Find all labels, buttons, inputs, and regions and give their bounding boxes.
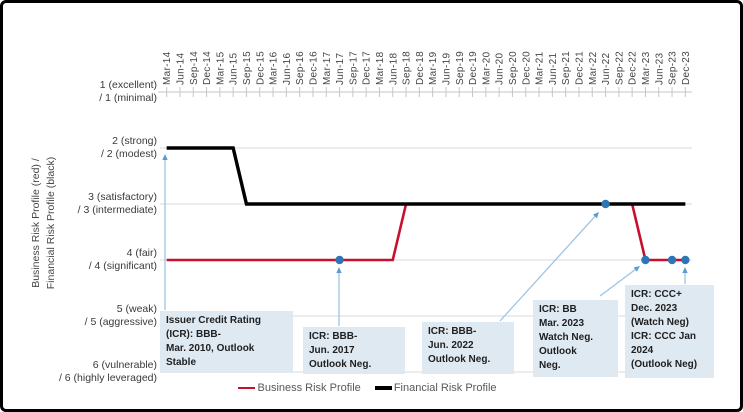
x-tick-label: Dec-23 xyxy=(681,51,692,85)
y-tick-label: 5 (weak) / 5 (aggressive) xyxy=(84,303,157,328)
business-risk-line-swatch xyxy=(238,386,256,390)
x-tick-label: Sep-14 xyxy=(189,51,200,85)
x-tick-label: Dec-18 xyxy=(415,51,426,85)
x-tick-label: Dec-22 xyxy=(628,51,639,85)
x-tick-label: Jun-20 xyxy=(495,52,506,85)
x-tick-label: Sep-17 xyxy=(348,51,359,85)
x-tick-label: Jun-22 xyxy=(601,52,612,85)
x-tick-label: Mar-14 xyxy=(162,51,173,85)
x-tick-label: Mar-16 xyxy=(269,51,280,85)
annotation-arrowhead xyxy=(592,212,599,219)
x-tick-label: Dec-21 xyxy=(574,51,585,85)
x-tick-label: Mar-20 xyxy=(481,51,492,85)
y-tick-label: 2 (strong) / 2 (modest) xyxy=(100,135,157,160)
x-tick-label: Sep-21 xyxy=(561,51,572,85)
x-tick-label: Mar-21 xyxy=(535,51,546,85)
x-tick-label: Jun-21 xyxy=(548,52,559,85)
series-line-financial-risk-profile xyxy=(166,146,686,206)
x-tick-label: Jun-16 xyxy=(282,52,293,85)
x-tick-label: Sep-18 xyxy=(402,51,413,85)
event-marker-dot xyxy=(335,255,344,265)
annotation-arrowhead xyxy=(336,267,342,273)
y-tick-label: 1 (excellent) / 1 (minimal) xyxy=(99,79,157,104)
event-marker-dot xyxy=(641,255,650,265)
y-tick-label: 3 (satisfactory) / 3 (intermediate) xyxy=(77,191,157,216)
x-tick-label: Sep-22 xyxy=(614,51,625,85)
event-marker-dot xyxy=(681,255,690,265)
x-tick-label: Dec-17 xyxy=(362,51,373,85)
annotation-callout: ICR: CCC+ Dec. 2023 (Watch Neg) ICR: CCC… xyxy=(625,285,714,378)
x-tick-label: Dec-16 xyxy=(308,51,319,85)
x-tick-label: Dec-15 xyxy=(255,51,266,85)
x-tick-label: Jun-19 xyxy=(441,52,452,85)
financial-risk-line-swatch xyxy=(374,386,392,390)
annotation-callout: ICR: BB Mar. 2023 Watch Neg. Outlook Neg… xyxy=(533,300,618,377)
series-line-business-risk-profile xyxy=(166,202,686,262)
x-tick-label: Jun-14 xyxy=(175,52,186,85)
x-tick-label: Mar-15 xyxy=(215,51,226,85)
x-tick-label: Sep-16 xyxy=(295,51,306,85)
legend-item-financial-risk: Financial Risk Profile xyxy=(374,382,497,394)
x-tick-label: Dec-19 xyxy=(468,51,479,85)
annotation-arrowhead xyxy=(633,266,640,272)
x-tick-label: Sep-23 xyxy=(668,51,679,85)
legend-label: Business Risk Profile xyxy=(257,382,361,394)
x-tick-label: Jun-17 xyxy=(335,52,346,85)
x-tick-label: Dec-14 xyxy=(202,51,213,85)
legend-label: Financial Risk Profile xyxy=(393,382,497,394)
annotation-callout: ICR: BBB- Jun. 2017 Outlook Neg. xyxy=(303,327,405,374)
x-tick-label: Jun-15 xyxy=(229,52,240,85)
chart-legend: Business Risk Profile Financial Risk Pro… xyxy=(0,379,735,397)
event-marker-dot xyxy=(601,199,610,209)
event-marker-dot xyxy=(667,255,677,265)
x-tick-label: Mar-23 xyxy=(641,51,652,85)
x-tick-label: Jun-18 xyxy=(388,52,399,85)
x-tick-label: Mar-18 xyxy=(375,51,386,85)
annotation-arrow-shaft xyxy=(499,216,596,322)
annotation-callout: ICR: BBB- Jun. 2022 Outlook Neg. xyxy=(422,322,514,374)
x-tick-label: Sep-20 xyxy=(508,51,519,85)
x-tick-label: Sep-15 xyxy=(242,51,253,85)
legend-item-business-risk: Business Risk Profile xyxy=(238,382,361,394)
x-tick-label: Sep-19 xyxy=(455,51,466,85)
annotation-callout: Issuer Credit Rating (ICR): BBB- Mar. 20… xyxy=(160,311,293,373)
annotation-arrowhead xyxy=(682,267,688,273)
x-tick-label: Mar-19 xyxy=(428,51,439,85)
annotation-arrowhead xyxy=(162,154,168,160)
annotation-arrow-shaft xyxy=(599,269,636,297)
y-tick-label: 4 (fair) / 4 (significant) xyxy=(88,247,157,272)
x-tick-label: Mar-17 xyxy=(322,51,333,85)
y-tick-label: 6 (vulnerable) / 6 (highly leveraged) xyxy=(58,359,157,384)
x-tick-label: Jun-23 xyxy=(654,52,665,85)
x-tick-label: Mar-22 xyxy=(588,51,599,85)
x-tick-label: Dec-20 xyxy=(521,51,532,85)
